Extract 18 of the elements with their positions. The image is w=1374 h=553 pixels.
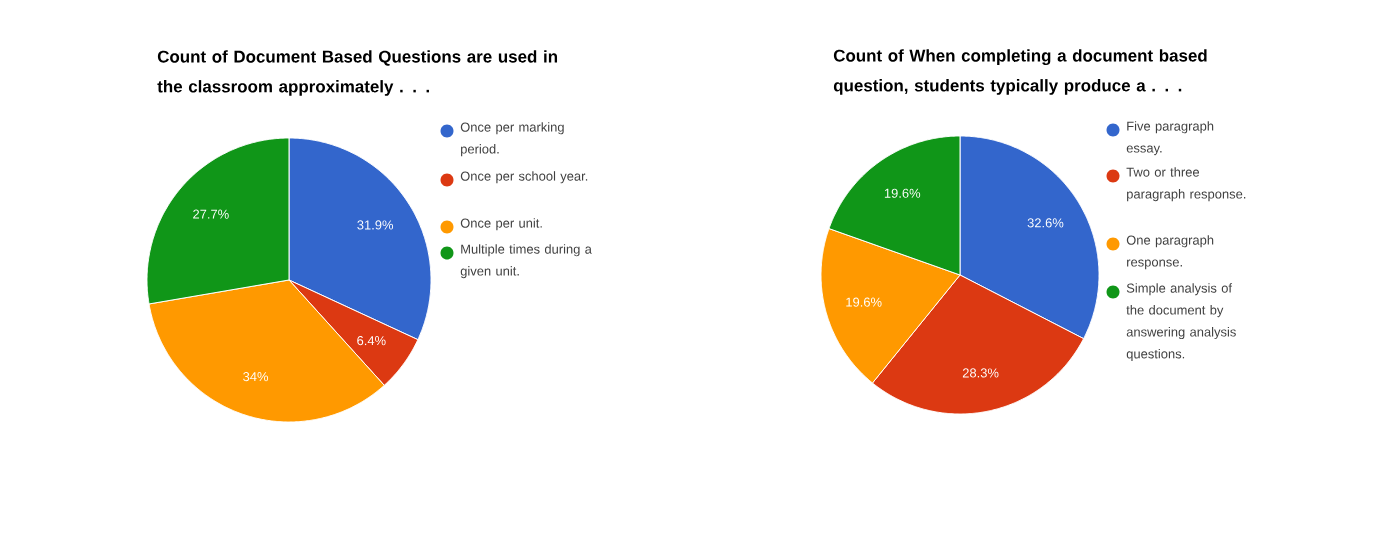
data-label: 19.6% xyxy=(846,297,882,307)
legend-label: Multiple times during a given unit. xyxy=(460,244,592,279)
legend-label: Simple analysis of the document by answering analysis questions. xyxy=(1126,283,1236,362)
data-label: 31.9% xyxy=(357,220,394,230)
legend-label: One paragraph response. xyxy=(1126,235,1214,270)
data-label: 34% xyxy=(243,372,269,382)
legend-label: Five paragraph essay. xyxy=(1126,121,1214,156)
chart-title: Count of When completing a document based question, students typically produce a . . . xyxy=(833,49,1207,95)
data-label: 6.4% xyxy=(357,336,386,346)
legend-label: Two or three paragraph response. xyxy=(1126,167,1246,202)
legend-label: Once per school year. xyxy=(460,171,588,184)
data-label: 19.6% xyxy=(884,188,921,198)
legend-label: Once per unit. xyxy=(460,218,542,231)
data-label: 32.6% xyxy=(1027,218,1064,228)
legend-label: Once per marking period. xyxy=(460,122,564,157)
chart-title: Count of Document Based Questions are used in the classroom approximately . . . xyxy=(157,50,558,96)
data-label: 28.3% xyxy=(962,368,999,378)
data-label: 27.7% xyxy=(193,209,229,219)
